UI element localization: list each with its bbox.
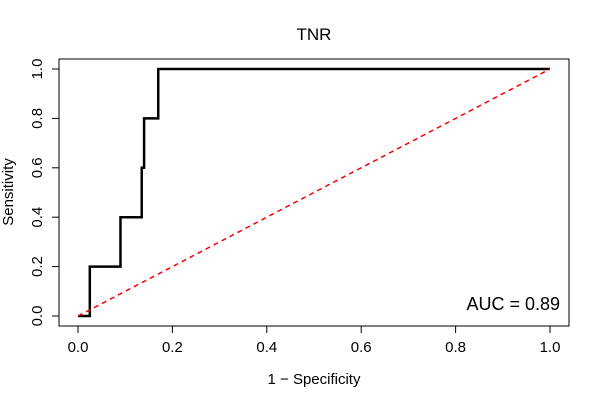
x-tick-label: 1.0 (540, 339, 561, 356)
x-axis: 0.0 0.2 0.4 0.6 0.8 1.0 (68, 325, 561, 356)
auc-annotation: AUC = 0.89 (466, 294, 560, 314)
y-axis: 0.0 0.2 0.4 0.6 0.8 1.0 (29, 59, 60, 327)
x-tick-label: 0.0 (68, 339, 89, 356)
y-tick-label: 0.2 (29, 256, 46, 277)
y-tick-label: 0.0 (29, 306, 46, 327)
y-tick-label: 0.8 (29, 108, 46, 129)
y-tick-label: 0.4 (29, 207, 46, 228)
y-tick-label: 0.6 (29, 157, 46, 178)
x-tick-label: 0.8 (445, 339, 466, 356)
x-tick-label: 0.6 (351, 339, 372, 356)
x-tick-label: 0.4 (256, 339, 277, 356)
reference-diagonal-line (77, 68, 551, 317)
x-axis-label: 1 − Specificity (268, 371, 361, 388)
y-tick-label: 1.0 (29, 59, 46, 80)
roc-curve-line (78, 67, 550, 318)
y-axis-label: Sensitivity (0, 158, 17, 226)
chart-title: TNR (297, 25, 332, 44)
x-tick-label: 0.2 (162, 339, 183, 356)
series-layer (77, 67, 551, 318)
